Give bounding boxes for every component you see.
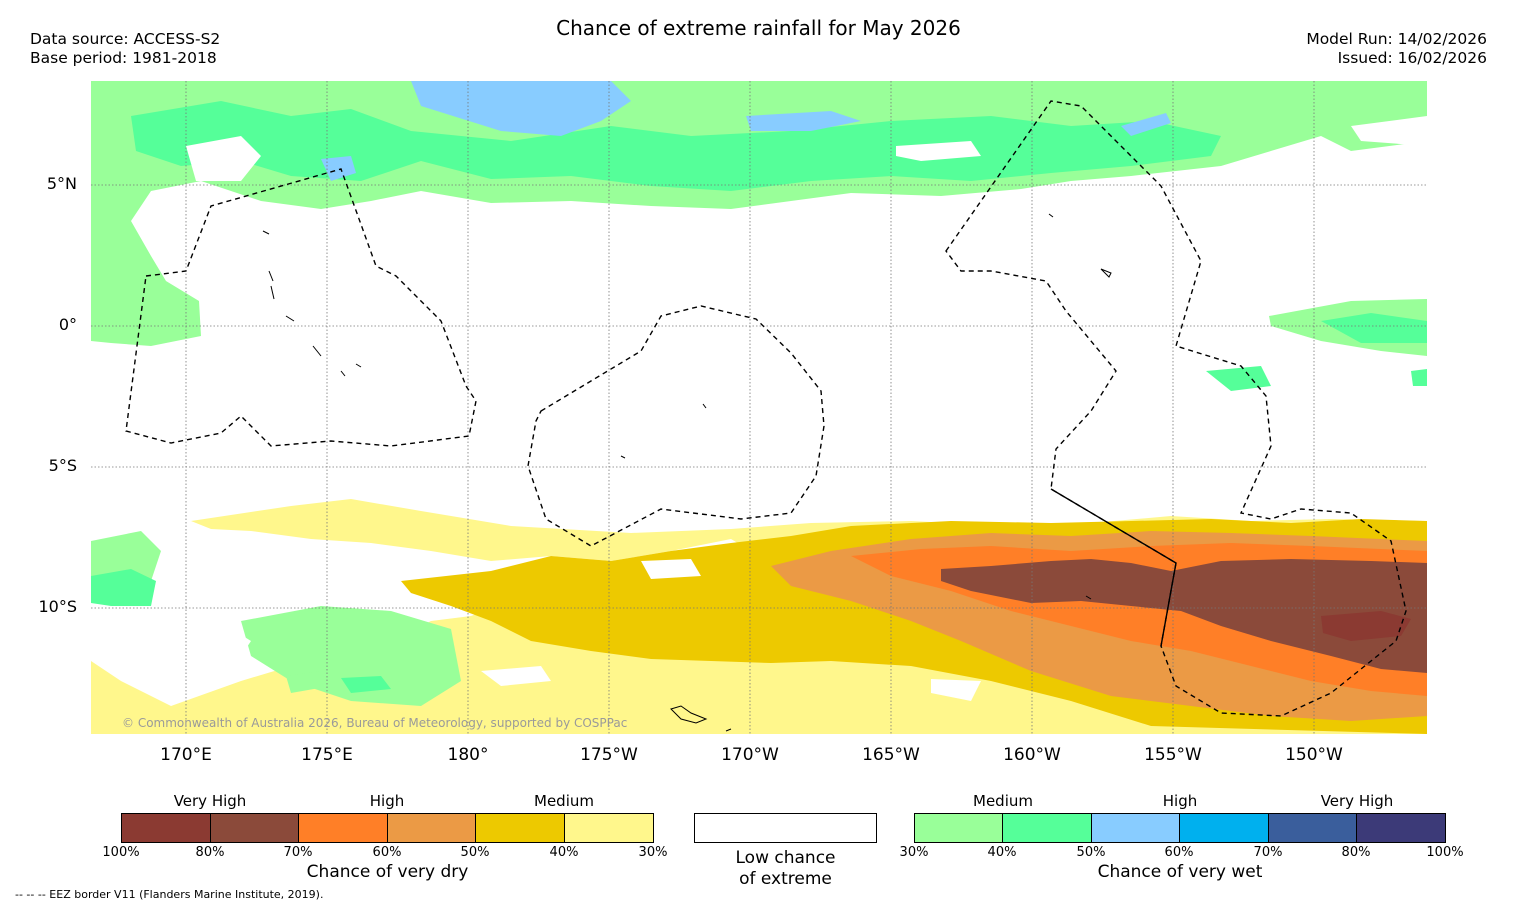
dry-legend-very-high: Very High	[173, 792, 247, 810]
dry-tick-80: 80%	[195, 845, 225, 860]
islands	[262, 213, 1112, 732]
wet-legend-caption: Chance of very wet	[1097, 862, 1263, 882]
copyright-notice: © Commonwealth of Australia 2026, Bureau…	[122, 716, 628, 730]
low-chance-box	[694, 813, 877, 843]
dry-legend-caption: Chance of very dry	[306, 862, 469, 882]
lon-label-175e: 175°E	[301, 745, 353, 765]
south-dry-band	[91, 499, 1427, 734]
wet-colorbar	[914, 813, 1446, 843]
lon-label-170e: 170°E	[160, 745, 212, 765]
dry-swatch-2	[211, 814, 299, 842]
dry-swatch-3	[299, 814, 388, 842]
header-right: Model Run: 14/02/2026 Issued: 16/02/2026	[1306, 30, 1487, 68]
dry-tick-100: 100%	[102, 845, 140, 860]
dry-tick-40: 40%	[549, 845, 579, 860]
base-period-text: Base period: 1981-2018	[30, 49, 217, 67]
wet-tick-50: 50%	[1076, 845, 1106, 860]
equatorial-wet-patches	[1206, 299, 1427, 391]
map-gridlines	[91, 81, 1427, 734]
wet-tick-80: 80%	[1341, 845, 1371, 860]
eez-solid-border	[1050, 488, 1177, 647]
model-run-text: Model Run: 14/02/2026	[1306, 30, 1487, 48]
wet-swatch-2	[1003, 814, 1092, 842]
data-source-text: Data source: ACCESS-S2	[30, 30, 221, 48]
wet-swatch-6	[1357, 814, 1445, 842]
low-chance-caption: Low chance of extreme	[694, 848, 877, 890]
dry-swatch-4	[388, 814, 476, 842]
dry-swatch-5	[476, 814, 565, 842]
lon-label-150w: 150°W	[1285, 745, 1343, 765]
north-wet-band	[91, 81, 1427, 346]
wet-tick-70: 70%	[1253, 845, 1283, 860]
dry-colorbar	[121, 813, 654, 843]
wet-swatch-5	[1269, 814, 1357, 842]
issued-text: Issued: 16/02/2026	[1337, 49, 1487, 67]
dry-tick-30: 30%	[638, 845, 668, 860]
wet-swatch-4	[1180, 814, 1269, 842]
wet-tick-60: 60%	[1164, 845, 1194, 860]
wet-legend-very-high: Very High	[1320, 792, 1394, 810]
wet-tick-40: 40%	[987, 845, 1017, 860]
lat-label-5n: 5°N	[46, 174, 77, 193]
dry-swatch-1	[122, 814, 211, 842]
wet-legend-high: High	[1162, 792, 1198, 810]
header-left: Data source: ACCESS-S2 Base period: 1981…	[30, 30, 220, 68]
dry-swatch-6	[565, 814, 653, 842]
lat-label-0: 0°	[58, 315, 77, 334]
wet-swatch-3	[1092, 814, 1180, 842]
lon-label-180: 180°	[447, 745, 489, 765]
dry-legend-medium: Medium	[534, 792, 594, 810]
lon-label-165w: 165°W	[862, 745, 920, 765]
rainfall-map	[91, 81, 1427, 734]
dry-tick-50: 50%	[460, 845, 490, 860]
lon-label-170w: 170°W	[721, 745, 779, 765]
lon-label-155w: 155°W	[1144, 745, 1202, 765]
eez-footnote: -- -- -- EEZ border V11 (Flanders Marine…	[15, 888, 324, 901]
wet-tick-30: 30%	[899, 845, 929, 860]
lat-label-5s: 5°S	[48, 456, 77, 475]
lon-label-160w: 160°W	[1003, 745, 1061, 765]
lon-label-175w: 175°W	[580, 745, 638, 765]
eez-borders	[125, 100, 1407, 717]
low-chance-line1: Low chance	[735, 848, 836, 868]
wet-tick-100: 100%	[1426, 845, 1464, 860]
dry-tick-60: 60%	[372, 845, 402, 860]
lat-label-10s: 10°S	[38, 597, 77, 616]
wet-swatch-1	[915, 814, 1003, 842]
dry-legend-high: High	[369, 792, 405, 810]
low-chance-line2: of extreme	[739, 869, 832, 889]
map-title: Chance of extreme rainfall for May 2026	[556, 16, 961, 40]
wet-legend-medium: Medium	[973, 792, 1033, 810]
dry-tick-70: 70%	[283, 845, 313, 860]
